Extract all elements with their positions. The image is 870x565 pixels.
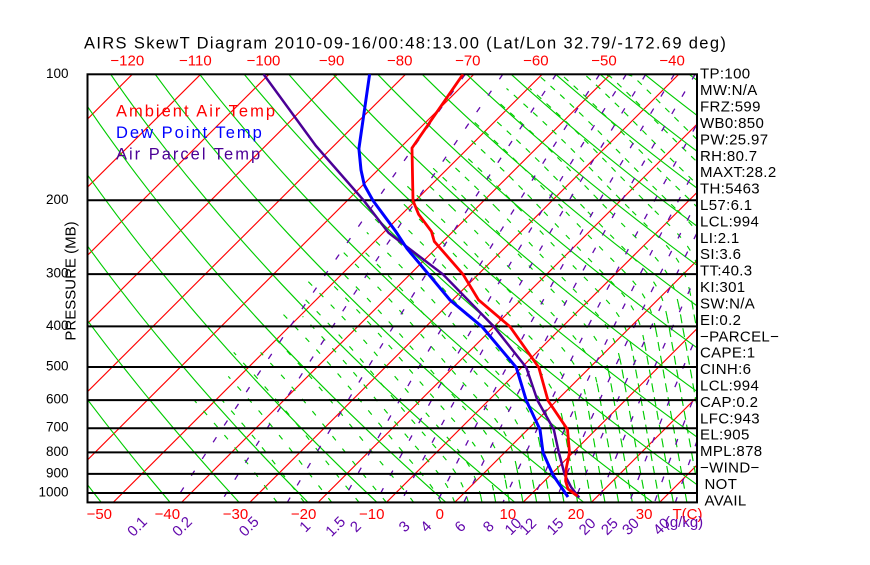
svg-text:Air Parcel Temp: Air Parcel Temp: [116, 146, 262, 164]
svg-text:SW:N/A: SW:N/A: [700, 295, 755, 312]
svg-text:500: 500: [46, 359, 69, 374]
svg-text:RH:80.7: RH:80.7: [700, 148, 757, 165]
svg-text:900: 900: [46, 465, 69, 480]
svg-text:TT:40.3: TT:40.3: [700, 263, 752, 280]
svg-text:TH:5463: TH:5463: [700, 181, 760, 198]
svg-text:L57:6.1: L57:6.1: [700, 197, 753, 214]
svg-text:700: 700: [46, 420, 69, 435]
svg-text:LFC:943: LFC:943: [700, 410, 760, 427]
svg-text:600: 600: [46, 392, 69, 407]
svg-text:−80: −80: [387, 53, 412, 70]
svg-text:−10: −10: [359, 506, 384, 523]
svg-text:−110: −110: [179, 53, 212, 70]
svg-text:−20: −20: [291, 506, 316, 523]
svg-text:CAPE:1: CAPE:1: [700, 345, 755, 362]
svg-text:LI:2.1: LI:2.1: [700, 230, 740, 247]
svg-text:LCL:994: LCL:994: [700, 213, 759, 230]
svg-text:EL:905: EL:905: [700, 427, 750, 444]
svg-text:KI:301: KI:301: [700, 279, 745, 296]
svg-text:Ambient Air Temp: Ambient Air Temp: [116, 103, 277, 121]
svg-text:MW:N/A: MW:N/A: [700, 82, 758, 99]
svg-text:AVAIL: AVAIL: [705, 492, 747, 509]
svg-text:100: 100: [46, 66, 69, 81]
svg-text:SI:3.6: SI:3.6: [700, 246, 741, 263]
svg-text:400: 400: [46, 318, 69, 333]
svg-text:−WIND−: −WIND−: [700, 460, 760, 477]
svg-text:800: 800: [46, 444, 69, 459]
svg-text:Dew Point Temp: Dew Point Temp: [116, 124, 264, 142]
svg-text:LCL:994: LCL:994: [700, 378, 759, 395]
svg-text:10: 10: [500, 506, 517, 523]
svg-text:CAP:0.2: CAP:0.2: [700, 394, 758, 411]
svg-text:AIRS SkewT Diagram 2010-09-16/: AIRS SkewT Diagram 2010-09-16/00:48:13.0…: [84, 35, 727, 53]
svg-text:−40: −40: [659, 53, 684, 70]
svg-text:PRESSURE (MB): PRESSURE (MB): [63, 221, 80, 340]
svg-text:WB0:850: WB0:850: [700, 115, 764, 132]
svg-text:0: 0: [436, 506, 444, 523]
svg-text:200: 200: [46, 192, 69, 207]
svg-text:−50: −50: [87, 506, 112, 523]
svg-text:20: 20: [568, 506, 585, 523]
svg-text:T(C): T(C): [673, 506, 703, 523]
svg-text:−PARCEL−: −PARCEL−: [700, 328, 779, 345]
svg-text:EI:0.2: EI:0.2: [700, 312, 741, 329]
svg-text:PW:25.97: PW:25.97: [700, 131, 768, 148]
svg-text:1000: 1000: [38, 485, 68, 500]
svg-text:FRZ:599: FRZ:599: [700, 99, 761, 116]
svg-text:TP:100: TP:100: [700, 66, 750, 83]
svg-text:−40: −40: [155, 506, 180, 523]
svg-text:−30: −30: [223, 506, 248, 523]
svg-text:30: 30: [636, 506, 653, 523]
svg-text:MAXT:28.2: MAXT:28.2: [700, 164, 777, 181]
svg-text:−90: −90: [319, 53, 344, 70]
svg-text:NOT: NOT: [705, 476, 738, 493]
svg-text:−60: −60: [523, 53, 548, 70]
svg-text:−70: −70: [455, 53, 480, 70]
svg-text:−50: −50: [591, 53, 616, 70]
svg-text:MPL:878: MPL:878: [700, 443, 763, 460]
svg-text:−120: −120: [110, 53, 144, 70]
svg-text:(g/kg): (g/kg): [665, 514, 703, 531]
svg-text:CINH:6: CINH:6: [700, 361, 751, 378]
svg-text:300: 300: [46, 266, 69, 281]
svg-text:−100: −100: [247, 53, 281, 70]
